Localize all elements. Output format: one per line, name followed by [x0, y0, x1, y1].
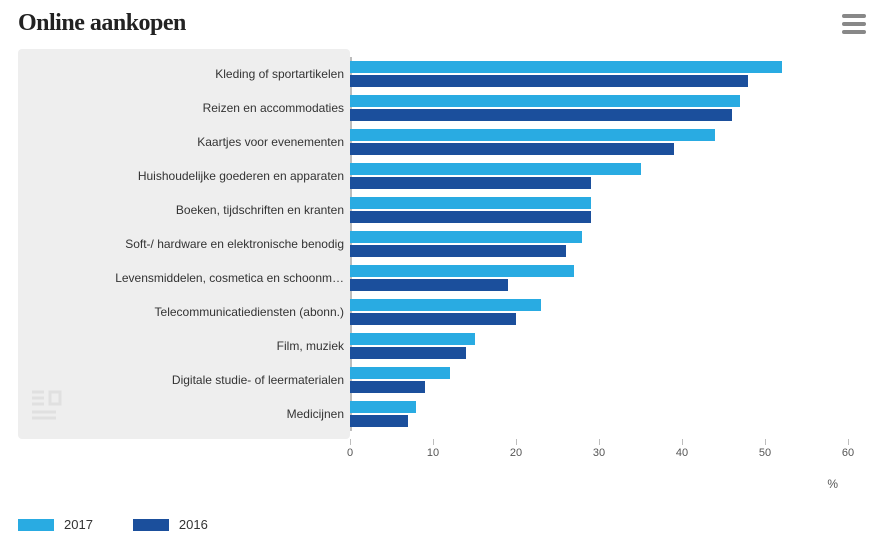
- x-axis-unit: %: [827, 477, 838, 491]
- cbs-logo-icon: [28, 386, 64, 427]
- legend-item-2016[interactable]: 2016: [133, 517, 208, 532]
- bar-2017[interactable]: [350, 367, 450, 379]
- bar-2017[interactable]: [350, 299, 541, 311]
- category-label: Kaartjes voor evenementen: [18, 125, 350, 159]
- bar-2016[interactable]: [350, 109, 732, 121]
- bar-2017[interactable]: [350, 95, 740, 107]
- x-tick-label: 20: [510, 447, 522, 459]
- bar-2017[interactable]: [350, 61, 782, 73]
- chart-area: Kleding of sportartikelenReizen en accom…: [0, 49, 884, 499]
- bar-2017[interactable]: [350, 265, 574, 277]
- legend-item-2017[interactable]: 2017: [18, 517, 93, 532]
- legend-label: 2017: [64, 517, 93, 532]
- category-label: Film, muziek: [18, 329, 350, 363]
- x-axis: 0 10 20 30 40 50 60: [350, 439, 866, 459]
- bar-2017[interactable]: [350, 129, 715, 141]
- x-tick-label: 40: [676, 447, 688, 459]
- plot-area: [350, 49, 866, 439]
- category-label: Medicijnen: [18, 397, 350, 431]
- category-labels-panel: Kleding of sportartikelenReizen en accom…: [18, 49, 350, 439]
- bar-2016[interactable]: [350, 245, 566, 257]
- x-tick-label: 0: [347, 447, 353, 459]
- x-tick-label: 30: [593, 447, 605, 459]
- bar-2016[interactable]: [350, 313, 516, 325]
- legend-label: 2016: [179, 517, 208, 532]
- category-label: Soft-/ hardware en elektronische benodig: [18, 227, 350, 261]
- bar-2016[interactable]: [350, 177, 591, 189]
- bar-2016[interactable]: [350, 415, 408, 427]
- category-label: Levensmiddelen, cosmetica en schoonm…: [18, 261, 350, 295]
- category-label: Huishoudelijke goederen en apparaten: [18, 159, 350, 193]
- category-label: Digitale studie- of leermaterialen: [18, 363, 350, 397]
- category-label: Kleding of sportartikelen: [18, 57, 350, 91]
- bar-2016[interactable]: [350, 381, 425, 393]
- x-tick-label: 50: [759, 447, 771, 459]
- bar-2016[interactable]: [350, 143, 674, 155]
- chart-title: Online aankopen: [18, 10, 186, 37]
- bar-2017[interactable]: [350, 333, 475, 345]
- category-label: Reizen en accommodaties: [18, 91, 350, 125]
- hamburger-menu-icon[interactable]: [842, 14, 866, 34]
- legend: 2017 2016: [0, 499, 884, 542]
- bar-2017[interactable]: [350, 163, 641, 175]
- x-tick-label: 10: [427, 447, 439, 459]
- bar-2016[interactable]: [350, 347, 466, 359]
- bar-2017[interactable]: [350, 401, 416, 413]
- bar-2017[interactable]: [350, 197, 591, 209]
- bar-2016[interactable]: [350, 211, 591, 223]
- bar-2016[interactable]: [350, 279, 508, 291]
- category-label: Telecommunicatiediensten (abonn.): [18, 295, 350, 329]
- category-label: Boeken, tijdschriften en kranten: [18, 193, 350, 227]
- legend-swatch: [133, 519, 169, 531]
- x-tick-label: 60: [842, 447, 854, 459]
- legend-swatch: [18, 519, 54, 531]
- bar-2017[interactable]: [350, 231, 582, 243]
- bar-2016[interactable]: [350, 75, 748, 87]
